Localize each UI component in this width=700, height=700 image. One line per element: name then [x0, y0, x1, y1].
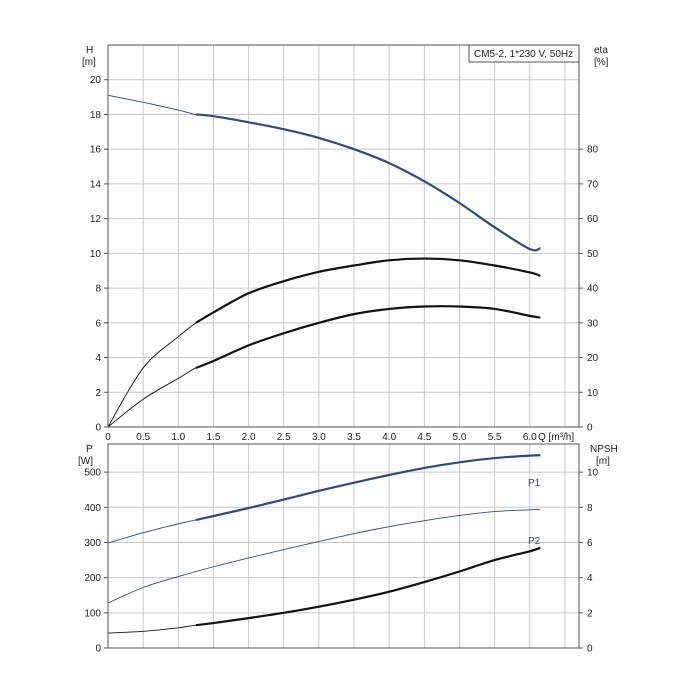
left-tick-label: 12: [90, 214, 102, 225]
right-tick-label: 60: [587, 214, 599, 225]
x-tick-label: 0.5: [136, 432, 150, 443]
right-tick-label: 8: [587, 503, 593, 514]
x-tick-label: 5.5: [488, 432, 502, 443]
bottom-curve-2-operating-range: [195, 546, 541, 627]
top-right-axis-unit: [%]: [594, 57, 609, 68]
top-grid: [108, 44, 579, 427]
bottom-plot-frame: [107, 443, 580, 649]
right-tick-label: 2: [587, 608, 593, 619]
x-tick-label: 4.0: [382, 432, 396, 443]
left-tick-label: 8: [95, 284, 101, 295]
top-right-axis-label: eta: [594, 45, 608, 56]
right-tick-label: 30: [587, 318, 599, 329]
left-tick-label: 16: [90, 145, 102, 156]
x-tick-label: 2.0: [242, 432, 256, 443]
left-tick-label: 18: [90, 110, 102, 121]
left-tick-label: 300: [84, 538, 101, 549]
left-tick-label: 0: [95, 423, 101, 434]
right-tick-label: 10: [587, 468, 599, 479]
x-tick-label: 4.5: [417, 432, 431, 443]
left-tick-label: 14: [90, 179, 102, 190]
right-tick-label: 50: [587, 249, 599, 260]
bottom-curve-0-operating-range: [195, 454, 541, 522]
top-curve-0-thin: [107, 94, 541, 251]
right-tick-label: 4: [587, 573, 593, 584]
left-tick-label: 0: [95, 644, 101, 655]
top-left-axis-label: H: [86, 45, 93, 56]
right-tick-label: 40: [587, 284, 599, 295]
right-tick-label: 0: [587, 423, 593, 434]
x-tick-label: 3.0: [312, 432, 326, 443]
left-tick-label: 2: [95, 388, 101, 399]
right-tick-label: 10: [587, 388, 599, 399]
right-tick-label: 70: [587, 179, 599, 190]
bottom-curve-0-thin: [107, 454, 541, 544]
left-tick-label: 500: [84, 468, 101, 479]
x-tick-label: 5.0: [453, 432, 467, 443]
legend-box-text: CM5-2, 1*230 V, 50Hz: [474, 49, 573, 60]
bottom-curve-2-thin: [107, 547, 541, 634]
top-x-ticks: 0 0.5 1.0 1.5 2.0 2.5 3.0 3.5 4.0 4.5 5.0 5.5 6.0: [105, 432, 537, 443]
top-curve-2-thin: [107, 305, 541, 428]
top-curve-1-thin: [107, 258, 541, 428]
legend-box: [468, 44, 580, 63]
bottom-left-ticks: 0 100 200 300 400 500: [84, 468, 108, 655]
left-tick-label: 400: [84, 503, 101, 514]
right-tick-label: 6: [587, 538, 593, 549]
top-right-ticks: 0 10 20 30 40 50 60 70 80: [579, 145, 599, 434]
right-tick-label: 20: [587, 353, 599, 364]
left-tick-label: 100: [84, 608, 101, 619]
top-curve-2-operating-range: [195, 305, 541, 369]
bottom-left-axis-label: P: [86, 444, 93, 455]
top-left-ticks: 0 2 4 6 8 10 12 14 16 18 20: [90, 75, 108, 434]
bottom-curve-1-thin: [107, 508, 541, 604]
bottom-right-axis-unit: [m]: [596, 456, 610, 467]
right-tick-label: 0: [587, 644, 593, 655]
top-x-axis-label: Q [m³/h]: [538, 432, 574, 443]
right-tick-label: 80: [587, 145, 599, 156]
x-tick-label: 6.0: [523, 432, 537, 443]
top-curve-0-operating-range: [195, 113, 541, 252]
bottom-right-ticks: 0 2 4 6 8 10: [579, 468, 599, 655]
left-tick-label: 6: [95, 318, 101, 329]
top-plot-frame: [107, 44, 580, 428]
left-tick-label: 10: [90, 249, 102, 260]
x-tick-label: 1.0: [171, 432, 185, 443]
left-tick-label: 4: [95, 353, 101, 364]
curve-label-p1: P1: [528, 478, 541, 489]
bottom-left-axis-unit: [W]: [78, 456, 93, 467]
bottom-grid: [108, 444, 579, 648]
x-tick-label: 2.5: [277, 432, 291, 443]
bottom-curves: [107, 454, 541, 634]
x-tick-label: 3.5: [347, 432, 361, 443]
top-curve-1-operating-range: [195, 257, 541, 324]
left-tick-label: 20: [90, 75, 102, 86]
bottom-right-axis-label: NPSH: [590, 444, 618, 455]
curve-label-p2: P2: [528, 536, 541, 547]
top-curves: [107, 94, 541, 428]
top-left-axis-unit: [m]: [82, 57, 96, 68]
top-panel: 0 2 4 6 8 10 12 14 16 18 20 0 10 20 30 40 50 60 70 80 0 0.5…: [82, 44, 609, 443]
left-tick-label: 200: [84, 573, 101, 584]
x-tick-label: 1.5: [206, 432, 220, 443]
x-tick-label: 0: [105, 432, 111, 443]
